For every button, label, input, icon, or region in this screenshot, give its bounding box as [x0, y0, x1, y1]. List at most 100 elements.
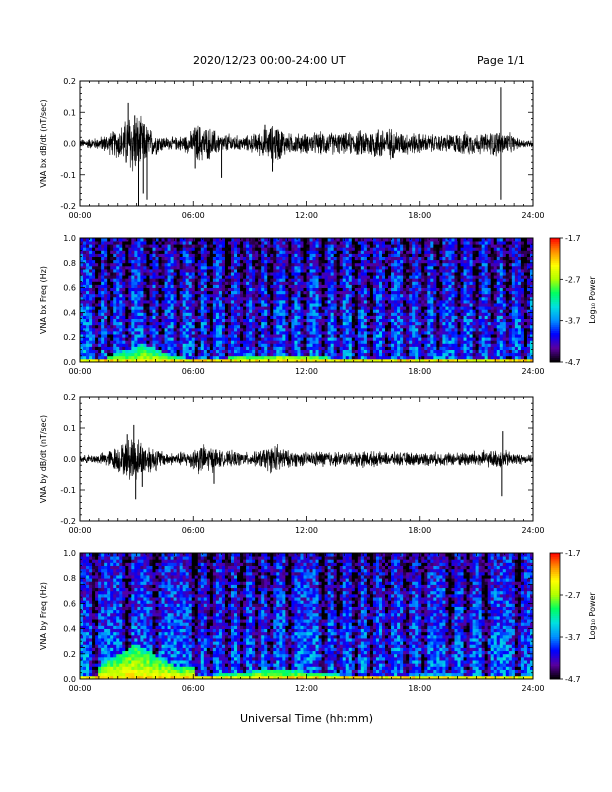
heatmap-cell [439, 281, 443, 285]
heatmap-cell [360, 343, 365, 347]
heatmap-cell [436, 256, 440, 261]
heatmap-cell [321, 287, 326, 292]
heatmap-cell [149, 256, 153, 261]
heatmap-cell [357, 265, 362, 270]
heatmap-cell [185, 324, 190, 329]
heatmap-cell [128, 318, 132, 323]
heatmap-cell [218, 331, 223, 335]
heatmap-cell [146, 300, 150, 304]
heatmap-cell [255, 312, 259, 316]
heatmap-cell [264, 315, 268, 319]
heatmap-cell [391, 334, 395, 338]
heatmap-cell [179, 281, 184, 285]
heatmap-cell [378, 309, 383, 313]
heatmap-cell [231, 290, 235, 295]
heatmap-cell [430, 300, 434, 304]
heatmap-cell [152, 331, 156, 335]
heatmap-cell [212, 284, 217, 288]
heatmap-cell [83, 278, 87, 282]
heatmap-cell [342, 259, 347, 264]
heatmap-cell [324, 315, 329, 319]
heatmap-cell [397, 272, 401, 276]
heatmap-cell [309, 309, 313, 313]
heatmap-cell [249, 355, 253, 360]
heatmap-cell [164, 287, 168, 292]
heatmap-cell [391, 256, 395, 261]
heatmap-cell [110, 241, 114, 245]
heatmap-cell [327, 262, 332, 267]
heatmap-cell [360, 241, 365, 245]
heatmap-cell [382, 253, 386, 257]
heatmap-cell [442, 349, 446, 354]
heatmap-cell [385, 241, 389, 245]
heatmap-cell [252, 343, 256, 347]
heatmap-cell [385, 346, 389, 350]
heatmap-cell [415, 284, 419, 288]
heatmap-cell [95, 244, 99, 248]
heatmap-cell [388, 265, 392, 270]
heatmap-cell [137, 355, 141, 360]
heatmap-cell [89, 324, 93, 329]
heatmap-cell [131, 241, 135, 245]
heatmap-cell [131, 259, 135, 264]
heatmap-cell [433, 278, 437, 282]
heatmap-cell [240, 337, 244, 341]
heatmap-cell [167, 340, 171, 344]
heatmap-cell [134, 312, 138, 316]
heatmap-cell [152, 284, 156, 288]
heatmap-cell [276, 355, 280, 360]
heatmap-cell [167, 318, 171, 323]
heatmap-cell [231, 327, 235, 332]
heatmap-cell [215, 352, 220, 357]
heatmap-cell [418, 275, 422, 279]
heatmap-cell [369, 309, 374, 313]
heatmap-cell [348, 303, 353, 307]
heatmap-cell [206, 300, 211, 304]
heatmap-cell [188, 287, 193, 292]
heatmap-cell [418, 250, 422, 254]
heatmap-cell [158, 296, 162, 301]
heatmap-cell [188, 241, 193, 245]
heatmap-cell [372, 238, 377, 242]
heatmap-cell [300, 275, 304, 279]
heatmap-cell [294, 287, 298, 292]
heatmap-cell [182, 272, 187, 276]
heatmap-cell [406, 275, 410, 279]
heatmap-cell [212, 358, 217, 363]
heatmap-cell [357, 275, 362, 279]
heatmap-cell [164, 327, 168, 332]
heatmap-cell [406, 306, 410, 310]
heatmap-cell [345, 238, 350, 242]
heatmap-cell [345, 358, 350, 363]
heatmap-cell [321, 337, 326, 341]
heatmap-cell [315, 241, 319, 245]
heatmap-cell [412, 244, 416, 248]
heatmap-cell [264, 303, 268, 307]
heatmap-cell [164, 247, 168, 251]
heatmap-cell [336, 262, 341, 267]
heatmap-cell [300, 250, 304, 254]
heatmap-cell [89, 355, 93, 360]
heatmap-cell [294, 265, 298, 270]
heatmap-cell [143, 312, 147, 316]
heatmap-cell [92, 250, 96, 254]
heatmap-cell [306, 284, 310, 288]
heatmap-cell [424, 309, 428, 313]
heatmap-cell [318, 349, 322, 354]
heatmap-cell [333, 331, 338, 335]
heatmap-cell [158, 278, 162, 282]
heatmap-cell [170, 287, 175, 292]
heatmap-cell [185, 337, 190, 341]
heatmap-cell [285, 349, 289, 354]
heatmap-cell [273, 324, 277, 329]
heatmap-cell [288, 265, 292, 270]
heatmap-cell [297, 324, 301, 329]
heatmap-cell [288, 300, 292, 304]
heatmap-cell [282, 296, 286, 301]
heatmap-cell [252, 334, 256, 338]
heatmap-cell [176, 275, 181, 279]
heatmap-cell [348, 241, 353, 245]
heatmap-cell [203, 262, 208, 267]
heatmap-cell [164, 238, 168, 242]
heatmap-cell [122, 284, 126, 288]
